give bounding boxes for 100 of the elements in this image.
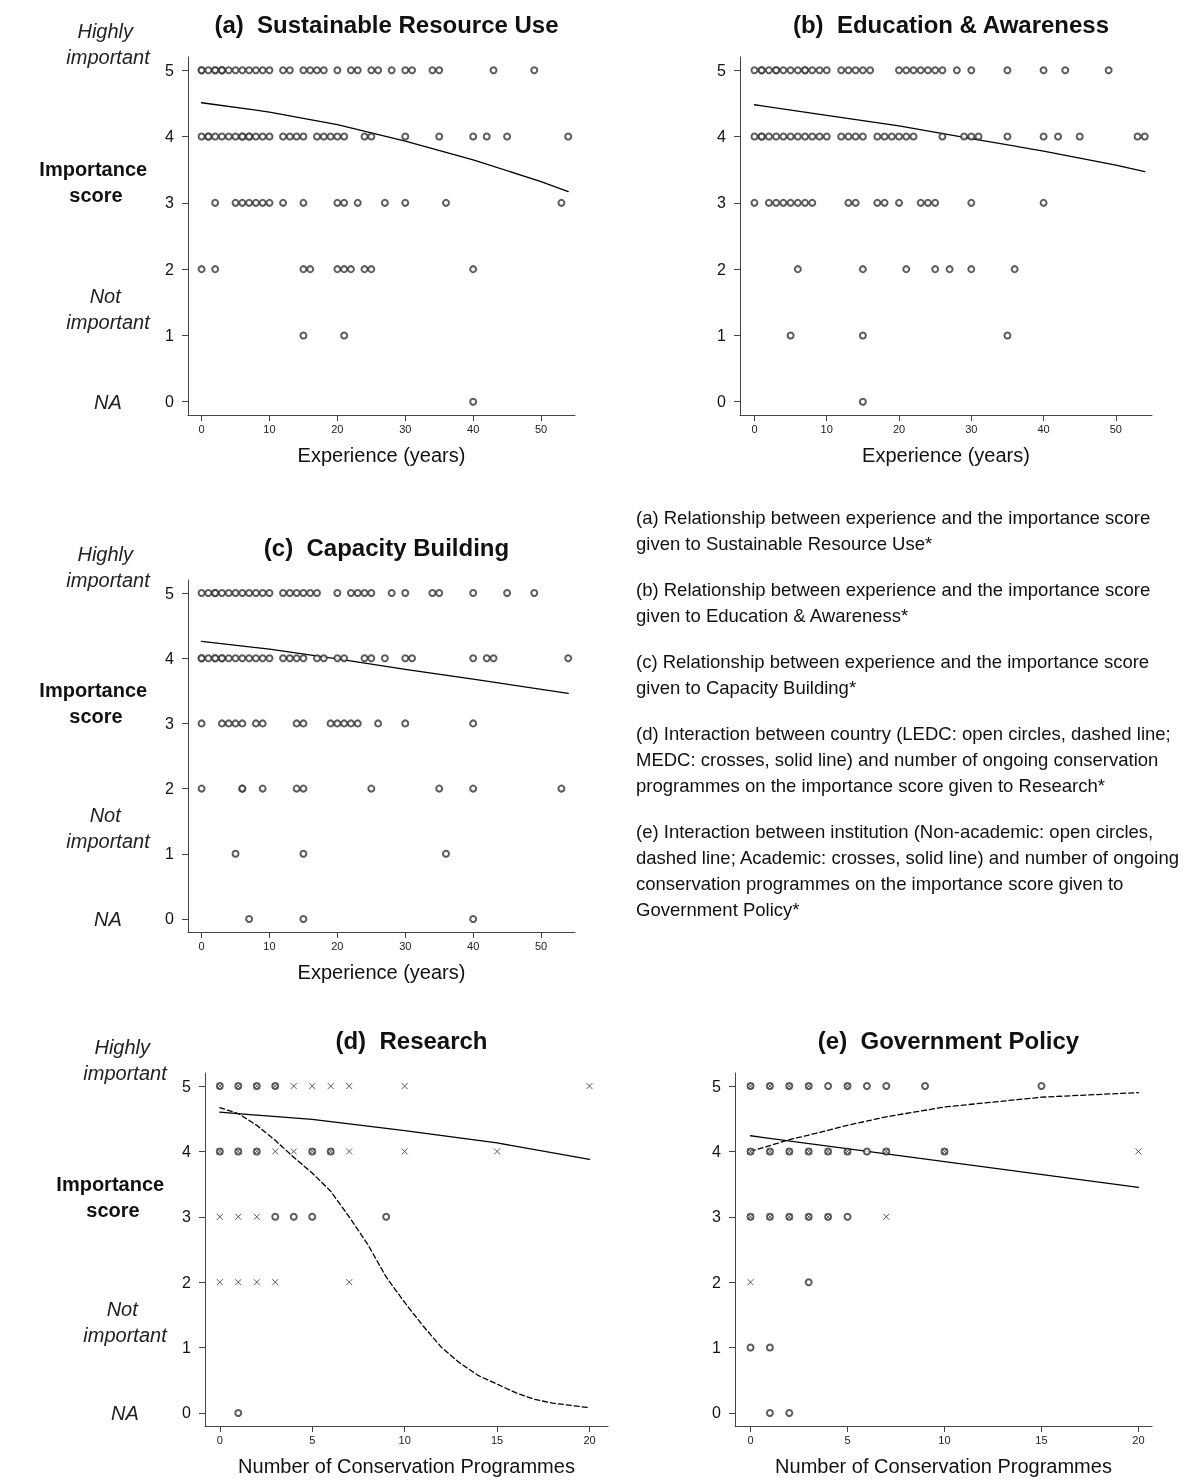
point [765, 1343, 774, 1352]
x-tick-label: 15 [1035, 1433, 1048, 1446]
x-tick-label: 30 [399, 422, 412, 435]
y-tick-label: 4 [165, 649, 175, 667]
point [271, 1278, 279, 1286]
x-tick-label: 40 [467, 939, 480, 952]
y-tick-label: 0 [165, 393, 175, 411]
x-tick-label: 0 [198, 939, 205, 952]
y-tick-label: 2 [717, 260, 727, 278]
point [401, 1147, 409, 1155]
y-tick-label: 3 [712, 1208, 722, 1226]
point [843, 1212, 852, 1221]
point [290, 1147, 298, 1155]
text: Not important [66, 285, 152, 334]
x-tick-label: 0 [751, 422, 758, 435]
y-tick-label: 2 [165, 260, 175, 278]
x-tick-label: 10 [938, 1433, 951, 1446]
x-tick-label: 10 [263, 939, 276, 952]
point [234, 1213, 242, 1221]
point [586, 1082, 594, 1090]
chart-title: (c) Capacity Building [263, 533, 510, 561]
y-axis-title: Importance score [39, 158, 153, 207]
x-tick-label: 0 [747, 1433, 754, 1446]
x-tick-label: 50 [1109, 422, 1122, 435]
x-tick-label: 10 [263, 422, 276, 435]
point [308, 1082, 316, 1090]
text: NA [94, 907, 122, 930]
point [493, 1147, 501, 1155]
point [253, 1213, 261, 1221]
point [290, 1082, 298, 1090]
y-tick-label: 5 [182, 1077, 192, 1095]
point [882, 1213, 890, 1221]
point [308, 1212, 317, 1221]
y-tick-label: 1 [717, 326, 727, 344]
x-tick-label: 20 [331, 939, 344, 952]
y-tick-label: 2 [712, 1273, 722, 1291]
y-tick-label: 2 [182, 1273, 192, 1291]
x-tick-label: 5 [309, 1433, 316, 1446]
point [1037, 1082, 1046, 1091]
chart-title: (d) Research [335, 1026, 488, 1054]
point [882, 1082, 891, 1091]
y-tick-label: 5 [712, 1077, 722, 1095]
y-tick-label: 0 [712, 1404, 722, 1422]
text: (b) Relationship between experience and the importance score given to Education & Awareness* [636, 578, 1152, 628]
y-tick-label: 0 [717, 393, 727, 411]
x-axis-title: Number of Conservation Programmes [775, 1455, 1112, 1477]
line-series [200, 102, 569, 193]
point [271, 1212, 280, 1221]
x-tick-label: 0 [198, 422, 205, 435]
point [804, 1278, 813, 1287]
y-tick-label: 2 [165, 780, 175, 798]
y-tick-label: 3 [165, 194, 175, 212]
y-tick-label: 5 [717, 61, 727, 79]
line-series [219, 1107, 591, 1409]
point [345, 1278, 353, 1286]
text: (a) Relationship between experience and the importance score given to Sustainable Resource Use* [636, 506, 1152, 556]
x-tick-label: 40 [1037, 422, 1050, 435]
text: Highly important [66, 20, 152, 69]
point [401, 1082, 409, 1090]
point [253, 1278, 261, 1286]
y-tick-label: 1 [165, 845, 175, 863]
x-tick-label: 5 [844, 1433, 851, 1446]
y-tick-label: 1 [165, 326, 175, 344]
text: Highly important [83, 1036, 169, 1085]
y-tick-label: 5 [165, 584, 175, 602]
y-tick-label: 3 [182, 1208, 192, 1226]
x-tick-label: 20 [892, 422, 906, 435]
point [921, 1082, 930, 1091]
point [747, 1278, 755, 1286]
line-series [753, 104, 1146, 173]
y-tick-label: 4 [182, 1142, 192, 1160]
chart-title: (e) Government Policy [817, 1026, 1080, 1054]
x-tick-label: 15 [490, 1433, 504, 1446]
x-tick-label: 20 [583, 1433, 596, 1446]
y-tick-label: 4 [712, 1142, 722, 1160]
x-tick-label: 20 [331, 422, 344, 435]
y-tick-label: 5 [165, 61, 175, 79]
text: NA [111, 1401, 139, 1424]
point [234, 1408, 243, 1417]
point [216, 1213, 224, 1221]
x-tick-label: 30 [399, 939, 412, 952]
x-tick-label: 0 [216, 1433, 223, 1446]
chart-title: (a) Sustainable Resource Use [214, 10, 559, 38]
point [216, 1278, 224, 1286]
point [271, 1147, 279, 1155]
point [234, 1278, 242, 1286]
point [289, 1212, 298, 1221]
line-series [200, 640, 569, 695]
text: (c) Relationship between experience and the importance score given to Capacity Building* [636, 650, 1151, 700]
y-axis-title: Importance score [56, 1172, 170, 1221]
point [824, 1082, 833, 1091]
point [785, 1408, 794, 1417]
x-tick-label: 20 [1132, 1433, 1145, 1446]
x-tick-label: 50 [534, 422, 548, 435]
text: NA [94, 390, 122, 413]
x-tick-label: 40 [467, 422, 480, 435]
point [1134, 1147, 1142, 1155]
point [746, 1343, 755, 1352]
x-axis-title: Experience (years) [297, 961, 466, 983]
x-axis-title: Number of Conservation Programmes [238, 1455, 575, 1477]
